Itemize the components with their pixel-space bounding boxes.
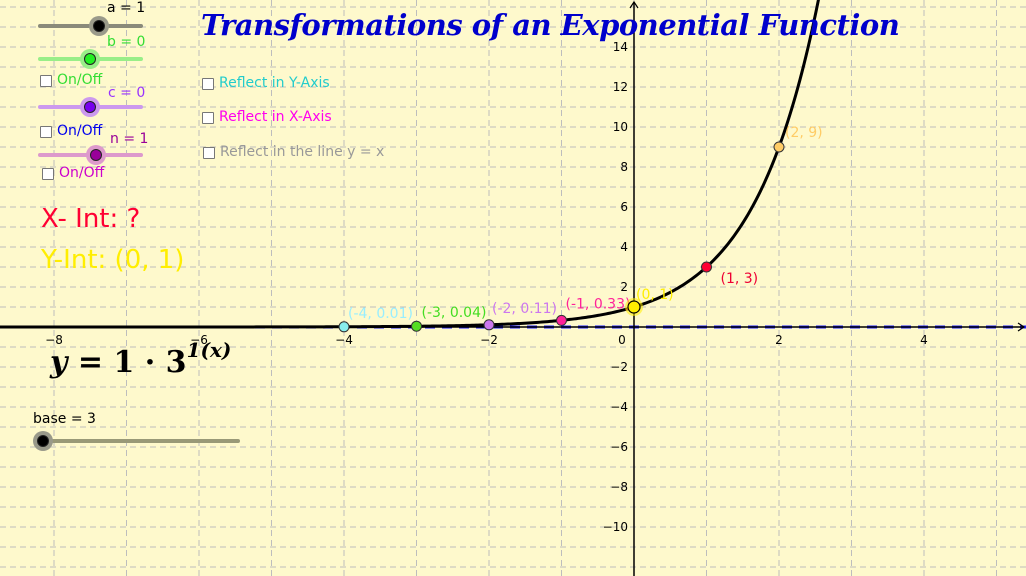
svg-text:(0, 1): (0, 1)	[636, 287, 674, 303]
svg-text:0: 0	[618, 333, 626, 347]
on-off-checkbox-n[interactable]	[42, 168, 54, 180]
svg-text:(-3, 0.04): (-3, 0.04)	[422, 305, 487, 321]
svg-text:2: 2	[620, 280, 628, 294]
equation-rhs: = 1 · 3	[77, 345, 187, 380]
on-off-label-n: On/Off	[59, 165, 105, 181]
y-intercept-text: Y-Int: (0, 1)	[41, 245, 185, 275]
svg-text:−2: −2	[480, 333, 498, 347]
equation-exponent: 1(x)	[186, 338, 232, 362]
svg-text:−6: −6	[190, 333, 208, 347]
point--1[interactable]: (-1, 0.33)	[556, 296, 631, 326]
slider-a-label: a = 1	[107, 0, 146, 16]
x-intercept-text: X- Int: ?	[41, 204, 141, 234]
svg-text:4: 4	[920, 333, 928, 347]
reflect-y-equals-x-label: Reflect in the line y = x	[220, 144, 385, 160]
svg-text:(-1, 0.33): (-1, 0.33)	[566, 296, 631, 312]
on-off-label-b: On/Off	[57, 72, 103, 88]
reflect-x-axis-label: Reflect in X-Axis	[219, 109, 332, 125]
point-2[interactable]: (2, 9)	[773, 125, 823, 153]
axis-tick-labels: −8 −6 −4 −2 0 2 4 −10 −8 −6 −4 −2 2 4 6 8 10 12 14	[45, 40, 928, 534]
slider-c-knob[interactable]	[84, 101, 96, 113]
slider-n-label: n = 1	[110, 131, 149, 147]
labeled-points[interactable]: (-4, 0.01) (-3, 0.04) (-2, 0.11) (-1, 0.33)…	[338, 125, 823, 333]
svg-text:4: 4	[620, 240, 628, 254]
on-off-label-c: On/Off	[57, 123, 103, 139]
function-equation: y = 1 · 31(x)	[50, 338, 231, 380]
slider-c-label: c = 0	[108, 85, 146, 101]
svg-text:−4: −4	[610, 400, 628, 414]
svg-text:−4: −4	[335, 333, 353, 347]
svg-text:(-4, 0.01): (-4, 0.01)	[348, 306, 413, 322]
svg-text:−2: −2	[610, 360, 628, 374]
point-1[interactable]: (1, 3)	[701, 261, 759, 287]
svg-text:−8: −8	[610, 480, 628, 494]
slider-b-knob[interactable]	[84, 53, 96, 65]
exponential-curve[interactable]	[0, 0, 822, 329]
base-slider-label: base = 3	[33, 411, 96, 427]
svg-text:8: 8	[620, 160, 628, 174]
svg-text:(-2, 0.11): (-2, 0.11)	[492, 301, 557, 317]
svg-text:10: 10	[613, 120, 628, 134]
svg-text:(2, 9): (2, 9)	[785, 125, 823, 141]
svg-text:6: 6	[620, 200, 628, 214]
on-off-checkbox-b[interactable]	[40, 75, 52, 87]
point--3[interactable]: (-3, 0.04)	[411, 305, 487, 332]
svg-text:−10: −10	[603, 520, 628, 534]
base-slider-track[interactable]	[38, 439, 240, 443]
slider-b-label: b = 0	[107, 34, 146, 50]
reflect-y-equals-x-checkbox[interactable]	[203, 147, 215, 159]
svg-text:14: 14	[613, 40, 628, 54]
svg-text:12: 12	[613, 80, 628, 94]
on-off-checkbox-c[interactable]	[40, 126, 52, 138]
reflect-y-axis-checkbox[interactable]	[202, 78, 214, 90]
equation-lhs: y	[50, 345, 68, 380]
slider-a-knob[interactable]	[93, 20, 105, 32]
page-title: Transformations of an Exponential Functi…	[201, 8, 900, 42]
slider-n-knob[interactable]	[90, 149, 102, 161]
point--4[interactable]: (-4, 0.01)	[338, 306, 413, 333]
reflect-x-axis-checkbox[interactable]	[202, 112, 214, 124]
svg-text:(1, 3): (1, 3)	[721, 271, 759, 287]
base-slider-knob[interactable]	[37, 435, 49, 447]
point-0[interactable]: (0, 1)	[625, 287, 674, 316]
reflect-y-axis-label: Reflect in Y-Axis	[219, 75, 330, 91]
svg-text:−6: −6	[610, 440, 628, 454]
point--2[interactable]: (-2, 0.11)	[483, 301, 557, 331]
svg-text:−8: −8	[45, 333, 63, 347]
svg-text:2: 2	[775, 333, 783, 347]
